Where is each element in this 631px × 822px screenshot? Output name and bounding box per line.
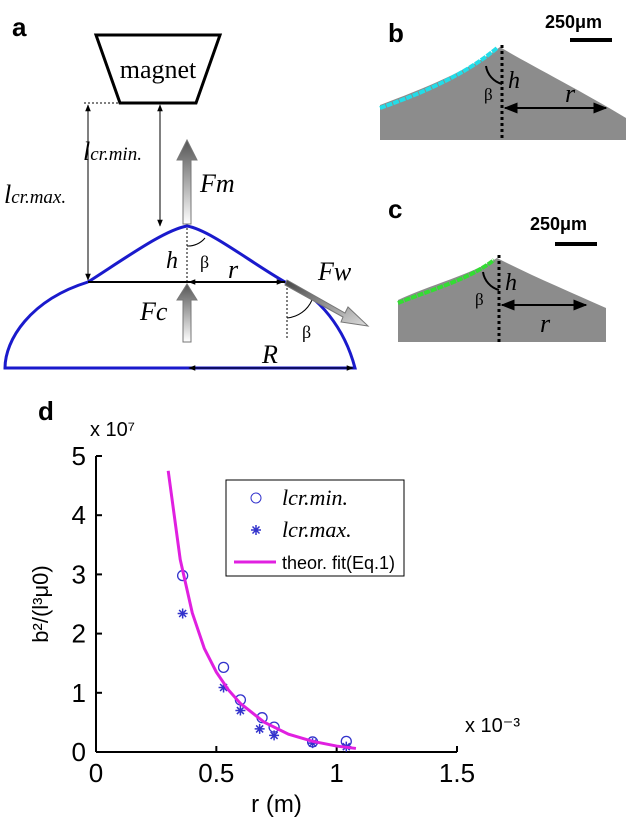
scale-label: 250μm <box>530 214 587 234</box>
r-label: r <box>540 309 551 338</box>
micrograph <box>398 258 606 342</box>
panel-label: a <box>12 12 27 42</box>
fm-label: Fm <box>199 169 235 198</box>
chart: 0 1 2 3 4 5 0 0.5 1 1.5 r (m) b²/(l³μ0) x 10⁻³ x 10⁷ l… <box>28 419 520 818</box>
legend-label: theor. fit(Eq.1) <box>282 553 395 573</box>
x-tick-label: 1 <box>329 758 343 788</box>
x-tick-label: 1.5 <box>439 758 475 788</box>
l: l <box>4 180 11 209</box>
legend-marker <box>250 492 262 504</box>
y-tick-label: 4 <box>72 500 86 530</box>
fc-arrow <box>176 283 198 343</box>
circle-point <box>217 661 230 673</box>
magnet-shape <box>93 33 223 105</box>
beta-label: β <box>200 252 209 272</box>
R-label: R <box>261 340 278 369</box>
scale-text: 250μm <box>545 12 602 32</box>
h-label: h <box>508 68 520 94</box>
meniscus <box>87 224 286 284</box>
star-point <box>269 730 280 741</box>
legend-label: lcr.min. <box>282 485 348 510</box>
panel-label: b <box>388 18 404 48</box>
h-label: h <box>166 248 178 274</box>
angle-arc <box>482 271 500 291</box>
fc-label: Fc <box>139 297 168 326</box>
sub: cr.min. <box>90 144 142 165</box>
l-min-label: lcr.min. <box>83 137 142 166</box>
beta-label: β <box>302 322 311 342</box>
fit-line <box>379 46 499 110</box>
h-label: h <box>505 270 517 296</box>
y-tick-label: 1 <box>72 678 86 708</box>
star-point <box>251 525 261 535</box>
star-point <box>218 682 229 693</box>
angle-arc <box>286 299 313 319</box>
fit-line <box>166 470 357 750</box>
star-point <box>235 705 246 716</box>
panel-label: c <box>388 194 402 224</box>
y-tick-label: 5 <box>72 441 86 471</box>
r-label: r <box>228 255 239 284</box>
y-multiplier: x 10⁷ <box>90 419 135 441</box>
y-axis-label: b²/(l³μ0) <box>28 565 53 642</box>
scale-text: 250μm <box>530 214 587 234</box>
beta-label: β <box>484 85 493 104</box>
star-point <box>254 723 265 734</box>
fm-arrow <box>176 138 198 225</box>
x-axis-label: r (m) <box>251 791 302 818</box>
panel-c: c 250μm β h r <box>388 194 606 342</box>
fw-label: Fw <box>317 257 352 286</box>
panel-b: b 250μm β h r <box>379 12 626 140</box>
y-tick-label: 2 <box>72 619 86 649</box>
legend-label: lcr.max. <box>282 517 352 542</box>
fit-line <box>397 258 496 305</box>
panel-a: a magnet lcr.max. lcr.min. Fm Fc Fw h β … <box>3 12 370 371</box>
sub: cr.max. <box>11 187 66 208</box>
l: l <box>83 137 90 166</box>
panel-label: d <box>38 396 54 426</box>
angle-arc <box>186 237 206 247</box>
y-tick-label: 0 <box>72 737 86 767</box>
y-tick-label: 3 <box>72 559 86 589</box>
magnet-label: magnet <box>120 55 197 84</box>
beta-label: β <box>475 290 484 309</box>
x-multiplier: x 10⁻³ <box>465 715 520 737</box>
angle-arc <box>485 65 503 85</box>
r-label: r <box>565 79 576 108</box>
l-max-label: lcr.max. <box>4 180 66 209</box>
x-tick-label: 0 <box>89 758 103 788</box>
fw-arrow <box>284 279 370 327</box>
star-point <box>177 608 188 619</box>
scale-label: 250μm <box>545 12 602 32</box>
star-point <box>307 738 318 749</box>
x-tick-label: 0.5 <box>198 758 234 788</box>
